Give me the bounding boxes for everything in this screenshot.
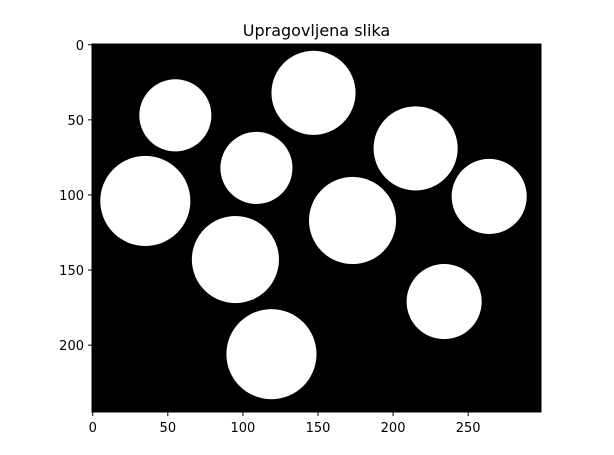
x-tick-label: 150	[306, 421, 331, 436]
blob-7	[451, 158, 527, 235]
y-axis: 0 50 100 150 200	[59, 39, 92, 354]
plot-area	[91, 43, 542, 413]
axes-frame	[91, 43, 542, 413]
x-tick-label: 200	[381, 421, 406, 436]
x-axis: 0 50 100 150 200 250	[89, 412, 481, 436]
y-tick-label: 0	[76, 39, 84, 54]
y-tick-label: 150	[59, 264, 84, 279]
blob-9	[406, 264, 482, 340]
blob-1	[139, 79, 212, 152]
blob-8	[191, 215, 279, 304]
blob-5	[100, 155, 191, 247]
blob-4	[220, 131, 293, 204]
blob-6	[308, 176, 397, 265]
y-tick-label: 100	[59, 189, 84, 204]
blob-2	[271, 50, 356, 135]
y-tick-label: 50	[67, 114, 84, 129]
x-tick-label: 100	[231, 421, 256, 436]
x-tick-label: 250	[456, 421, 481, 436]
blobs-layer	[100, 50, 527, 400]
blob-10	[226, 309, 317, 400]
chart-title: Upragovljena slika	[243, 21, 390, 40]
blob-3	[373, 106, 458, 191]
y-tick-label: 200	[59, 339, 84, 354]
x-tick-label: 0	[89, 421, 97, 436]
x-tick-label: 50	[160, 421, 177, 436]
